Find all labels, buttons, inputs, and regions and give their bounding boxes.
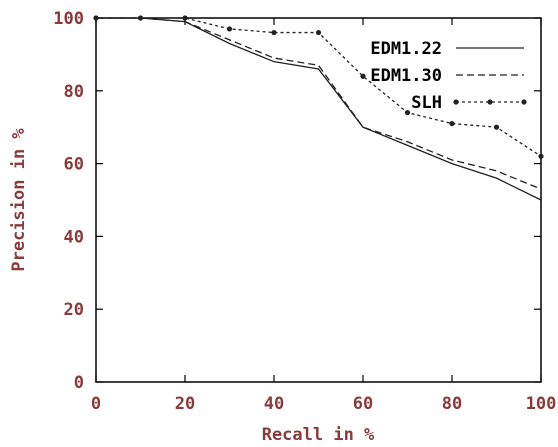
series-layer [93, 15, 544, 201]
legend-label: EDM1.22 [370, 39, 442, 59]
y-tick-label: 60 [64, 155, 84, 175]
x-tick-label: 40 [264, 394, 284, 414]
axes-layer [95, 17, 542, 383]
series-slh [93, 15, 544, 159]
data-point [360, 73, 366, 79]
data-point [93, 15, 99, 21]
plot-frame [95, 17, 542, 383]
legend-marker [521, 99, 527, 105]
legend-item: SLH [411, 93, 527, 113]
x-tick-label: 100 [526, 394, 557, 414]
y-tick-label: 20 [64, 300, 84, 320]
legend-label: EDM1.30 [370, 66, 442, 86]
data-point [315, 29, 322, 36]
legend: EDM1.22 EDM1.30 SLH [370, 39, 527, 113]
legend-item: EDM1.22 [370, 39, 524, 59]
x-tick-label: 0 [91, 394, 101, 414]
y-tick-label: 40 [64, 227, 84, 247]
data-point [226, 26, 233, 32]
y-tick-label: 100 [53, 9, 84, 29]
y-tick-label: 0 [74, 373, 84, 393]
x-tick-label: 20 [175, 394, 195, 414]
data-point [493, 124, 500, 130]
legend-marker [487, 99, 493, 105]
x-tick-label: 80 [442, 394, 462, 414]
data-point [271, 29, 277, 36]
series-line [96, 17, 542, 201]
y-axis-label: Precision in % [9, 128, 29, 272]
data-point [538, 153, 544, 159]
legend-label: SLH [411, 93, 442, 113]
series-line [96, 17, 542, 190]
data-point [404, 110, 411, 116]
x-axis-label: Recall in % [262, 425, 375, 443]
ticks-layer: 0 20 40 60 80 100 0 20 40 60 80 100 [53, 9, 556, 414]
x-tick-label: 60 [353, 394, 373, 414]
series-line [96, 17, 542, 157]
y-tick-label: 80 [64, 82, 84, 102]
legend-marker [453, 99, 459, 105]
data-point [182, 15, 188, 21]
legend-item: EDM1.30 [370, 66, 524, 86]
data-point [449, 120, 455, 127]
data-point [137, 15, 144, 21]
series-edm1-22 [96, 17, 542, 201]
series-edm1-30 [96, 17, 542, 190]
